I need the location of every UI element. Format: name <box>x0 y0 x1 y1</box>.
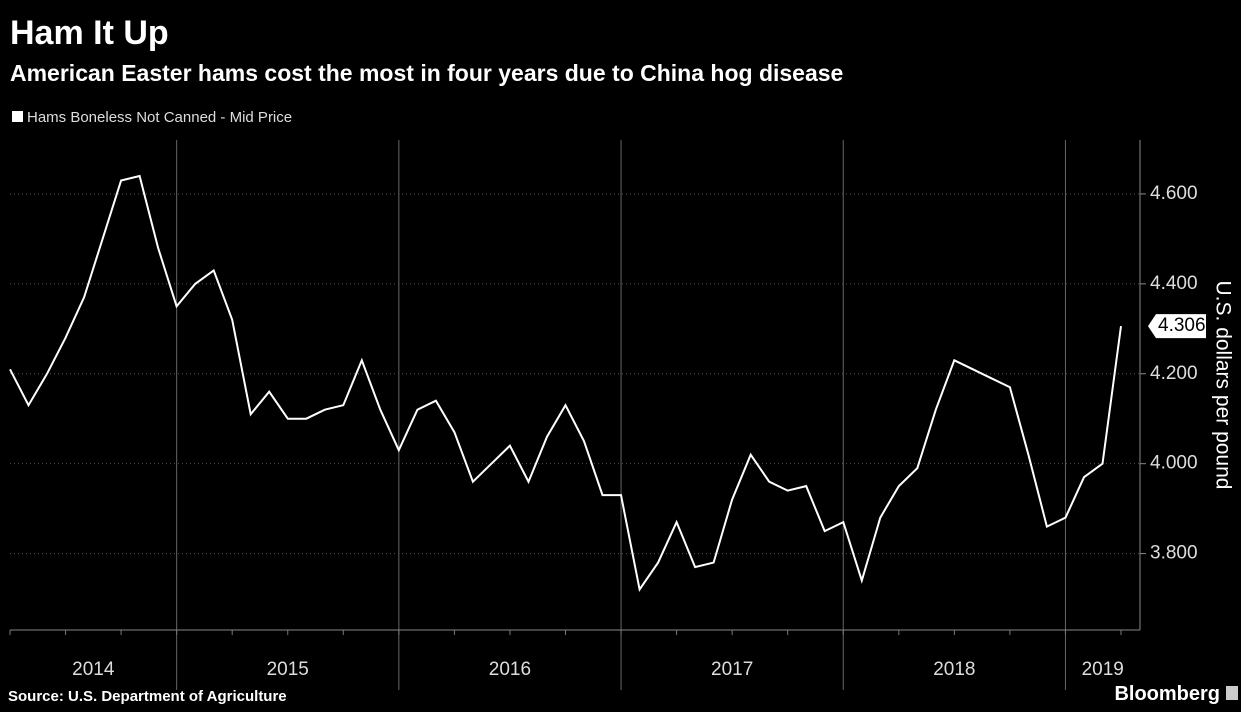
x-tick-label: 2016 <box>489 659 531 680</box>
y-tick-label: 4.600 <box>1150 183 1198 204</box>
legend-label: Hams Boneless Not Canned - Mid Price <box>27 109 292 126</box>
y-tick-label: 4.000 <box>1150 453 1198 474</box>
x-tick-label: 2015 <box>267 659 309 680</box>
brand: Bloomberg <box>1114 683 1220 705</box>
x-tick-label: 2014 <box>72 659 115 680</box>
x-tick-label: 2019 <box>1082 659 1124 680</box>
source: Source: U.S. Department of Agriculture <box>8 688 287 705</box>
last-value-label: 4.306 <box>1158 315 1206 336</box>
y-tick-label: 4.200 <box>1150 363 1198 384</box>
y-tick-label: 4.400 <box>1150 273 1198 294</box>
last-value-box <box>1148 314 1206 339</box>
y-tick-label: 3.800 <box>1150 543 1198 564</box>
legend-swatch <box>12 111 23 122</box>
x-tick-label: 2018 <box>933 659 975 680</box>
y-axis-title: U.S. dollars per pound <box>1211 281 1234 490</box>
brand-icon <box>1226 686 1238 700</box>
data-line <box>9 174 1122 593</box>
x-tick-label: 2017 <box>711 659 753 680</box>
chart-title: Ham It Up <box>10 14 169 52</box>
chart-subtitle: American Easter hams cost the most in fo… <box>10 60 843 86</box>
